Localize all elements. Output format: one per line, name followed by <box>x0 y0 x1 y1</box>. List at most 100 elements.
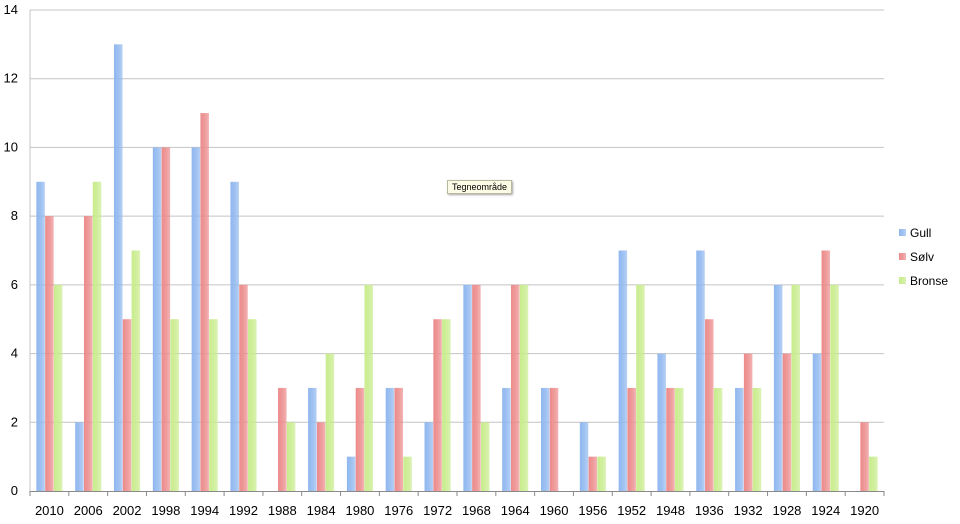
bar-gull-1964 <box>502 387 511 491</box>
bar-slv-1932 <box>743 353 753 491</box>
y-tick-label: 6 <box>11 277 18 292</box>
bar-slv-1948 <box>666 387 675 491</box>
x-tick-label: 1994 <box>190 503 219 518</box>
bar-slv-1924 <box>821 250 831 491</box>
bar-slv-2006 <box>83 216 93 491</box>
bar-slv-1960 <box>549 387 559 491</box>
x-tick-label: 2002 <box>113 503 142 518</box>
bar-bronse-1992 <box>248 319 257 491</box>
bar-slv-1988 <box>278 387 287 491</box>
bar-gull-1998 <box>152 147 162 491</box>
x-tick-label: 1960 <box>540 503 569 518</box>
bar-slv-1920 <box>860 422 869 491</box>
x-axis <box>29 491 885 496</box>
y-tick-label: 14 <box>4 2 18 17</box>
legend-swatch <box>899 277 906 284</box>
x-tick-label: 1952 <box>617 503 646 518</box>
bar-bronse-1948 <box>675 387 684 491</box>
x-tick-label: 1956 <box>578 503 607 518</box>
bar-gull-2010 <box>36 181 45 492</box>
bar-slv-1956 <box>588 456 598 491</box>
x-tick-label: 1980 <box>345 503 374 518</box>
y-tick-label: 12 <box>4 71 18 86</box>
bar-gull-1932 <box>735 387 744 491</box>
x-tick-label: 1928 <box>772 503 801 518</box>
bar-gull-1984 <box>308 387 317 491</box>
x-tick-label: 1968 <box>462 503 491 518</box>
bar-slv-1992 <box>239 284 248 491</box>
bar-gull-1972 <box>424 422 434 491</box>
bar-gull-1936 <box>696 250 705 491</box>
bar-bronse-1924 <box>830 284 839 491</box>
bar-gull-1956 <box>579 422 589 491</box>
bar-gull-2002 <box>113 44 123 491</box>
x-tick-label: 1932 <box>734 503 763 518</box>
bar-gull-1928 <box>773 284 783 491</box>
bar-slv-1928 <box>782 353 792 491</box>
bar-slv-1980 <box>355 387 365 491</box>
bar-bronse-1994 <box>209 319 218 491</box>
x-tick-label: 1998 <box>151 503 180 518</box>
bar-gull-1992 <box>230 181 239 492</box>
x-tick-label: 1972 <box>423 503 452 518</box>
legend: Gull Sølv Bronse <box>899 226 948 288</box>
bar-gull-1952 <box>618 250 628 491</box>
bar-bronse-1952 <box>636 284 645 491</box>
bar-slv-1968 <box>472 284 481 491</box>
bar-slv-2002 <box>122 319 132 491</box>
x-axis-tick-labels: 2010 2006 2002 1998 1994 1992 1988 1984 1980 1976… <box>35 503 879 518</box>
legend-swatch <box>899 229 906 236</box>
bar-bronse-1956 <box>597 456 606 491</box>
bar-slv-1972 <box>433 319 442 491</box>
bar-gull-1994 <box>191 147 201 491</box>
bar-slv-1994 <box>200 113 209 492</box>
bar-bronse-1988 <box>286 422 296 491</box>
bar-bronse-1928 <box>791 284 801 491</box>
bar-gull-2006 <box>75 422 84 491</box>
bar-gull-1948 <box>657 353 666 491</box>
y-tick-label: 0 <box>11 483 18 498</box>
bar-bronse-1976 <box>403 456 412 491</box>
bar-slv-1952 <box>627 387 636 491</box>
x-tick-label: 2006 <box>74 503 103 518</box>
y-axis-tick-labels: 0 2 4 6 8 10 12 14 <box>4 2 18 498</box>
bar-bronse-1998 <box>170 319 179 491</box>
bar-bronse-1964 <box>519 284 529 491</box>
x-tick-label: 1964 <box>501 503 530 518</box>
x-tick-label: 1936 <box>695 503 724 518</box>
bar-bronse-2006 <box>92 181 102 492</box>
y-tick-label: 2 <box>11 414 18 429</box>
x-tick-label: 2010 <box>35 503 64 518</box>
bar-bronse-2002 <box>131 250 141 491</box>
legend-label: Gull <box>910 226 931 240</box>
x-tick-label: 1984 <box>307 503 336 518</box>
bar-gull-1980 <box>346 456 356 491</box>
x-tick-label: 1924 <box>811 503 840 518</box>
bar-gull-1968 <box>463 284 472 491</box>
bar-bronse-2010 <box>53 284 63 491</box>
bar-bronse-1932 <box>752 387 762 491</box>
legend-label: Bronse <box>910 274 948 288</box>
bar-bronse-1920 <box>869 456 878 491</box>
legend-label: Sølv <box>910 250 934 264</box>
y-tick-label: 4 <box>11 346 18 361</box>
bar-gull-1924 <box>812 353 822 491</box>
bar-slv-1984 <box>316 422 326 491</box>
bar-slv-1998 <box>161 147 171 491</box>
x-tick-label: 1992 <box>229 503 258 518</box>
bar-gull-1960 <box>540 387 550 491</box>
bar-slv-2010 <box>45 216 54 491</box>
x-tick-label: 1920 <box>850 503 879 518</box>
x-tick-label: 1988 <box>268 503 297 518</box>
bar-slv-1964 <box>510 284 520 491</box>
x-tick-label: 1948 <box>656 503 685 518</box>
bar-slv-1976 <box>394 387 404 491</box>
plot-area-tooltip: Tegneområde <box>447 180 513 194</box>
bar-series <box>36 44 878 492</box>
bar-slv-1936 <box>705 319 714 491</box>
bar-bronse-1984 <box>325 353 335 491</box>
bar-bronse-1936 <box>713 387 723 491</box>
bar-gull-1976 <box>385 387 395 491</box>
bar-bronse-1972 <box>442 319 451 491</box>
